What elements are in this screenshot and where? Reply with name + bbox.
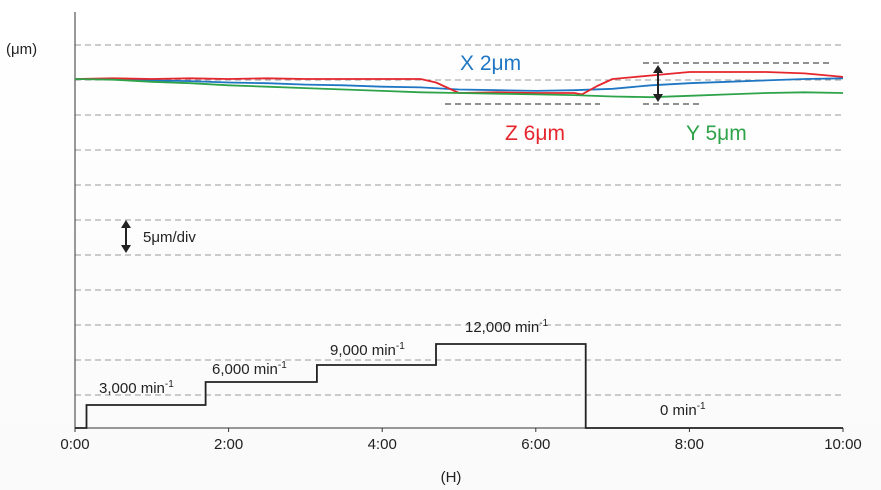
series-line-x [75,77,844,92]
speed-label: 6,000 min-1 [212,360,287,378]
series-label-x: X 2μm [460,52,521,75]
series-label-z: Z 6μm [505,122,565,145]
speed-profile: 3,000 min-1 6,000 min-1 9,000 min-1 12,000 … [75,318,843,429]
scale-arrow-head-up [121,220,131,228]
speed-label: 3,000 min-1 [99,379,174,397]
annotations: X 2μm Z 6μm Y 5μm [121,52,830,253]
x-tick-label: 6:00 [521,436,550,453]
x-tick-label: 10:00 [824,436,862,453]
scale-annotation: 5μm/div [143,229,196,246]
x-tick-label: 0:00 [60,436,89,453]
gridlines [75,44,843,396]
series-label-y: Y 5μm [686,122,747,145]
displacement-range-arrow [653,65,663,102]
x-tick-label: 4:00 [368,436,397,453]
series-layer [74,71,844,99]
speed-label: 0 min-1 [660,401,706,419]
speed-label: 9,000 min-1 [330,341,405,359]
scale-arrow-head-down [121,245,131,253]
speed-label: 12,000 min-1 [465,318,549,336]
series-line-y [74,78,844,99]
x-unit-label: (H) [441,469,462,486]
y-unit-label: (μm) [6,41,37,58]
scale-arrow [121,220,131,253]
x-tick-label: 8:00 [675,436,704,453]
displacement-range-arrow-head-down [653,94,663,102]
displacement-range-arrow-head-up [653,65,663,73]
speed-step-line [75,343,843,429]
x-tick-label: 2:00 [214,436,243,453]
